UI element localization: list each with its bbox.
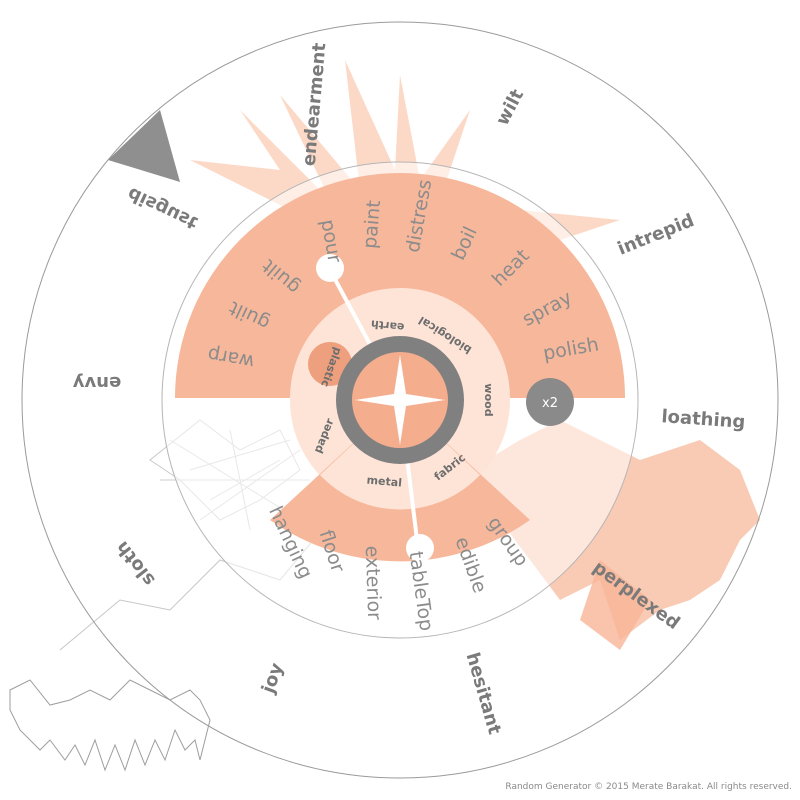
outer-word[interactable]: envy	[72, 372, 121, 393]
outer-word[interactable]: joy	[257, 660, 288, 697]
inner-word[interactable]: earth	[370, 317, 405, 333]
center-star-icon	[355, 355, 445, 445]
inner-knob[interactable]	[308, 342, 352, 386]
center-label: x4	[392, 394, 408, 409]
multiplier-badge[interactable]	[526, 378, 574, 426]
multiplier-badge-label: x2	[542, 396, 558, 411]
middle-word[interactable]: paint	[359, 199, 385, 249]
inner-word[interactable]: wood	[482, 383, 495, 416]
inner-word[interactable]: metal	[366, 473, 402, 489]
copyright-notice: Random Generator © 2015 Merate Barakat. …	[505, 782, 792, 792]
top-knob[interactable]	[316, 254, 344, 282]
outer-word[interactable]: endearment	[299, 42, 331, 167]
middle-word[interactable]: exterior	[361, 545, 386, 620]
pointer-triangle-icon[interactable]	[108, 110, 180, 182]
bottom-knob[interactable]	[406, 534, 434, 562]
outer-word[interactable]: sloth	[112, 537, 160, 590]
outer-word[interactable]: hesitant	[462, 650, 505, 737]
outer-ring	[21, 21, 779, 779]
outer-word[interactable]: intrepid	[615, 210, 698, 260]
top-fan-sector	[175, 173, 625, 398]
outer-word[interactable]: loathing	[661, 406, 746, 433]
outer-word[interactable]: wilt	[492, 86, 528, 129]
outer-word[interactable]: disgust	[124, 183, 201, 234]
